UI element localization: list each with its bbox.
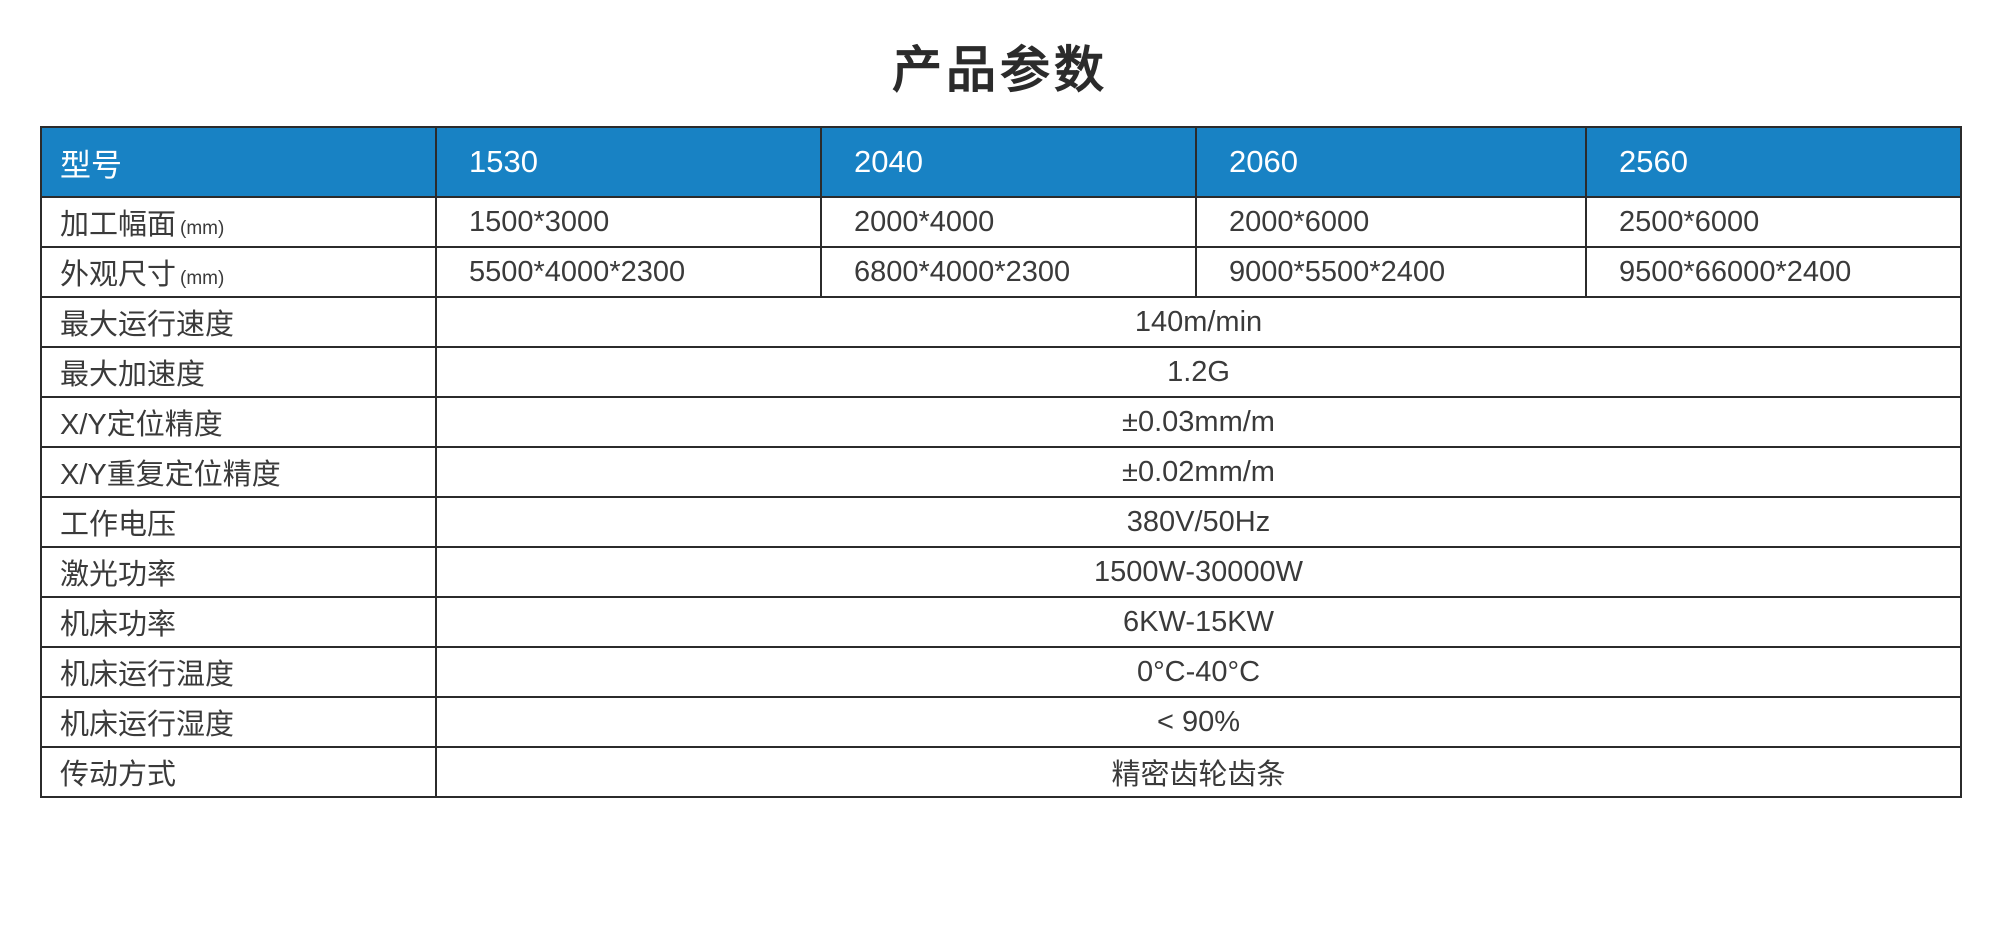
table-header-row: 型号 1530 2040 2060 2560	[40, 126, 1962, 198]
cell-value-merged: 精密齿轮齿条	[435, 746, 1962, 798]
cell-value-merged: 1500W-30000W	[435, 546, 1962, 598]
cell-value-merged: 0°C-40°C	[435, 646, 1962, 698]
table-row-working-voltage: 工作电压 380V/50Hz	[40, 496, 1962, 548]
cell-value: 9000*5500*2400	[1195, 246, 1587, 298]
header-cell-model-2560: 2560	[1585, 126, 1962, 198]
row-label: 机床运行温度	[40, 646, 437, 698]
table-row-max-speed: 最大运行速度 140m/min	[40, 296, 1962, 348]
cell-value: 2500*6000	[1585, 196, 1962, 248]
cell-value: 6800*4000*2300	[820, 246, 1197, 298]
header-cell-model-label: 型号	[40, 126, 437, 198]
row-label: X/Y定位精度	[40, 396, 437, 448]
cell-value: 5500*4000*2300	[435, 246, 822, 298]
cell-value-merged: 6KW-15KW	[435, 596, 1962, 648]
cell-value: 9500*66000*2400	[1585, 246, 1962, 298]
row-label-text: 加工幅面	[60, 209, 177, 241]
row-label-unit: (mm)	[180, 218, 225, 239]
cell-value-merged: ±0.03mm/m	[435, 396, 1962, 448]
table-row-transmission-mode: 传动方式 精密齿轮齿条	[40, 746, 1962, 798]
table-row-laser-power: 激光功率 1500W-30000W	[40, 546, 1962, 598]
row-label: 激光功率	[40, 546, 437, 598]
table-row-repeat-positioning-accuracy: X/Y重复定位精度 ±0.02mm/m	[40, 446, 1962, 498]
row-label: 外观尺寸 (mm)	[40, 246, 437, 298]
table-row-operating-humidity: 机床运行湿度 < 90%	[40, 696, 1962, 748]
row-label: X/Y重复定位精度	[40, 446, 437, 498]
row-label: 机床运行湿度	[40, 696, 437, 748]
row-label-unit: (mm)	[180, 268, 225, 289]
header-cell-model-2040: 2040	[820, 126, 1197, 198]
cell-value-merged: ±0.02mm/m	[435, 446, 1962, 498]
table-row-operating-temperature: 机床运行温度 0°C-40°C	[40, 646, 1962, 698]
header-cell-model-1530: 1530	[435, 126, 822, 198]
table-row-overall-dimensions: 外观尺寸 (mm) 5500*4000*2300 6800*4000*2300 9…	[40, 246, 1962, 298]
cell-value-merged: 140m/min	[435, 296, 1962, 348]
table-row-max-acceleration: 最大加速度 1.2G	[40, 346, 1962, 398]
product-spec-table: 型号 1530 2040 2060 2560 加工幅面 (mm) 1500*300…	[40, 126, 1962, 798]
cell-value: 1500*3000	[435, 196, 822, 248]
header-cell-model-2060: 2060	[1195, 126, 1587, 198]
cell-value-merged: 1.2G	[435, 346, 1962, 398]
page-title: 产品参数	[892, 42, 1108, 98]
cell-value: 2000*4000	[820, 196, 1197, 248]
cell-value: 2000*6000	[1195, 196, 1587, 248]
cell-value-merged: 380V/50Hz	[435, 496, 1962, 548]
cell-value-merged: < 90%	[435, 696, 1962, 748]
table-row-machine-power: 机床功率 6KW-15KW	[40, 596, 1962, 648]
row-label: 传动方式	[40, 746, 437, 798]
row-label: 机床功率	[40, 596, 437, 648]
row-label: 最大加速度	[40, 346, 437, 398]
row-label: 工作电压	[40, 496, 437, 548]
table-row-positioning-accuracy: X/Y定位精度 ±0.03mm/m	[40, 396, 1962, 448]
row-label: 最大运行速度	[40, 296, 437, 348]
row-label: 加工幅面 (mm)	[40, 196, 437, 248]
table-row-working-area: 加工幅面 (mm) 1500*3000 2000*4000 2000*6000 2…	[40, 196, 1962, 248]
row-label-text: 外观尺寸	[60, 259, 177, 291]
